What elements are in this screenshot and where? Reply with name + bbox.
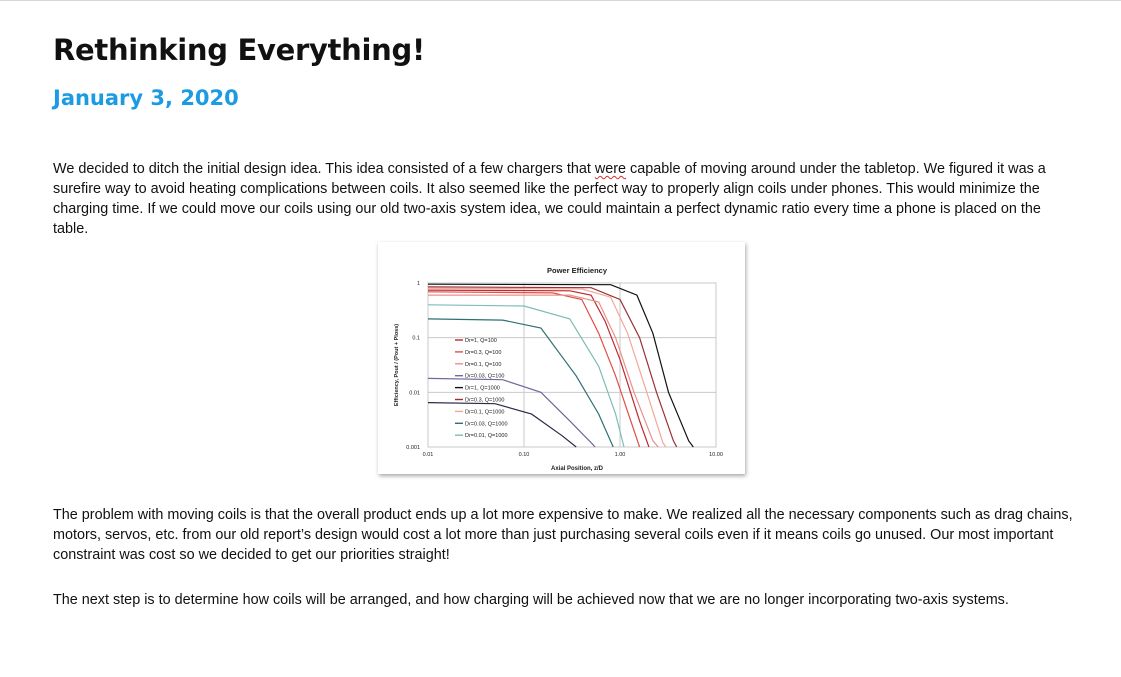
post-date: January 3, 2020 bbox=[53, 86, 239, 110]
x-axis-label: Axial Position, z/D bbox=[551, 466, 604, 472]
series-line bbox=[427, 291, 641, 448]
y-tick-label: 0.001 bbox=[406, 445, 420, 451]
legend-label: Dr=0.03, Q=1000 bbox=[465, 421, 508, 427]
series-line bbox=[427, 318, 614, 448]
paragraph-next-step: The next step is to determine how coils … bbox=[53, 592, 1009, 608]
series-line bbox=[427, 286, 678, 448]
legend-label: Dr=0.1, Q=1000 bbox=[465, 409, 504, 415]
x-tick-label: 0.01 bbox=[423, 452, 434, 458]
misspelled-word[interactable]: were bbox=[594, 161, 627, 177]
legend-label: Dr=0.3, Q=100 bbox=[465, 350, 501, 356]
series-line bbox=[427, 402, 577, 448]
y-tick-label: 1 bbox=[417, 281, 420, 287]
paragraph-problem: The problem with moving coils is that th… bbox=[53, 507, 1073, 563]
y-tick-label: 0.1 bbox=[412, 336, 420, 342]
legend-label: Dr=0.1, Q=100 bbox=[465, 362, 501, 368]
legend-label: Dr=0.01, Q=1000 bbox=[465, 433, 508, 439]
top-divider bbox=[0, 0, 1121, 1]
page-title: Rethinking Everything! bbox=[53, 33, 425, 67]
series-line bbox=[427, 287, 667, 448]
legend-label: Dr=0.03, Q=100 bbox=[465, 374, 504, 380]
series-line bbox=[427, 377, 596, 448]
series-line bbox=[427, 289, 650, 448]
legend-label: Dr=1, Q=100 bbox=[465, 338, 497, 344]
plot-area bbox=[427, 282, 717, 448]
paragraph-intro: We decided to ditch the initial design i… bbox=[53, 159, 1073, 239]
paragraph-intro-start: We decided to ditch the initial design i… bbox=[53, 161, 595, 177]
y-axis-label: Efficiency, Pout / (Pout + Ploss) bbox=[394, 324, 400, 406]
chart-title: Power Efficiency bbox=[547, 266, 608, 275]
x-tick-label: 0.10 bbox=[519, 452, 530, 458]
legend-label: Dr=1, Q=1000 bbox=[465, 386, 500, 392]
legend-label: Dr=0.3, Q=1000 bbox=[465, 398, 504, 404]
x-tick-label: 10.00 bbox=[709, 452, 723, 458]
series-line bbox=[427, 304, 625, 448]
series-line bbox=[427, 283, 694, 448]
series-line bbox=[428, 294, 659, 448]
efficiency-chart-figure: 0.01 0.10 1.00 10.00 1 0.1 0.01 0.001 Power Effi… bbox=[378, 242, 745, 474]
x-tick-label: 1.00 bbox=[615, 452, 626, 458]
y-tick-label: 0.01 bbox=[409, 390, 420, 396]
paragraph-intro-end: capable of moving around under the table… bbox=[53, 161, 1046, 237]
